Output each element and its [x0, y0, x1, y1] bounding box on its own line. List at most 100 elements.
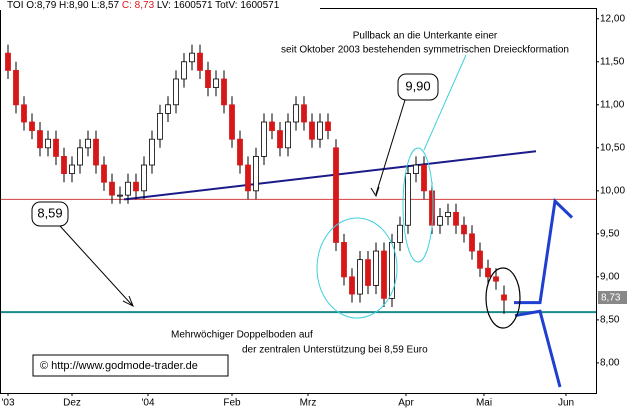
info-background	[0, 0, 320, 10]
candle-body	[461, 224, 467, 235]
annotation: Pullback an die Unterkante einer	[353, 31, 498, 42]
arrow-head	[122, 295, 134, 308]
candle-body	[253, 156, 259, 192]
candle-body	[125, 181, 131, 196]
candle-body	[485, 267, 491, 278]
double-bottom-ellipse	[316, 217, 398, 319]
candle-body	[237, 138, 243, 166]
candle-body	[69, 164, 75, 175]
candle-body	[165, 104, 171, 114]
info-volume: LV: 1600571 TotV: 1600571	[157, 0, 280, 11]
y-tick-label: 12,00	[600, 13, 625, 24]
candle-body	[477, 250, 483, 269]
copyright: © http://www.godmode-trader.de	[40, 360, 198, 372]
candle-body	[341, 242, 347, 278]
candle-body	[141, 164, 147, 192]
candle-body	[61, 156, 67, 175]
copyright-box	[32, 354, 229, 377]
candle-body	[333, 147, 339, 243]
candle-body	[189, 52, 195, 63]
candle-body	[213, 78, 219, 88]
y-tick-label: 9,50	[600, 228, 620, 239]
candle-body	[397, 224, 403, 243]
current-ellipse	[485, 267, 521, 329]
candle-body	[5, 52, 11, 71]
y-tick-label: 11,00	[600, 99, 625, 110]
candle-body	[429, 190, 435, 226]
x-tick-label: Mrz	[300, 398, 317, 409]
x-tick-label: '04	[141, 398, 154, 409]
candle-body	[149, 138, 155, 166]
pointer-line	[423, 54, 467, 151]
candle-body	[229, 104, 235, 140]
candle-body	[301, 104, 307, 123]
candle-body	[269, 121, 275, 132]
candle-body	[277, 130, 283, 149]
candle-body	[37, 130, 43, 149]
candle-body	[389, 242, 395, 299]
candle-body	[181, 61, 187, 80]
candle-body	[77, 147, 83, 166]
candle-body	[85, 138, 91, 149]
candle-body	[93, 138, 99, 166]
annotation: seit Oktober 2003 bestehenden symmetrisc…	[281, 45, 569, 56]
candle-body	[349, 276, 355, 295]
callout-box	[397, 73, 439, 101]
last-price: 8,73	[601, 293, 621, 304]
candle-body	[309, 121, 315, 140]
callout: 9,90	[405, 78, 430, 93]
x-tick-label: Feb	[223, 398, 241, 409]
annotation: Mehrwöchiger Doppelboden auf	[171, 330, 313, 341]
candle-body	[285, 121, 291, 149]
y-tick-label: 9,00	[600, 271, 620, 282]
callout-arrow	[375, 99, 406, 195]
candle-body	[133, 181, 139, 192]
info: TOI O:8,79 H:8,90 L:8,57 C: 8,73 LV: 160…	[7, 0, 280, 11]
callout-box	[31, 201, 69, 227]
candle-body	[381, 250, 387, 299]
candle-body	[445, 211, 451, 218]
candle-body	[13, 69, 19, 106]
y-tick-label: 8,00	[600, 358, 620, 369]
candle-body	[493, 276, 499, 282]
candle-body	[197, 52, 203, 71]
projection	[514, 198, 574, 305]
projection	[514, 309, 562, 388]
trendline	[123, 150, 537, 201]
candle-body	[469, 233, 475, 252]
candle-body	[261, 121, 267, 157]
candle-body	[101, 164, 107, 183]
candle-body	[421, 164, 427, 192]
candle-body	[109, 181, 115, 196]
candle-body	[437, 216, 443, 226]
candle-body	[373, 250, 379, 286]
candle-body	[317, 121, 323, 140]
candle-body	[53, 138, 59, 157]
candle-body	[405, 173, 411, 226]
candle-body	[365, 259, 371, 286]
candle-body	[357, 259, 363, 295]
y-tick-label: 11,50	[600, 56, 625, 67]
x-tick-label: '03	[1, 398, 14, 409]
arrow-head	[370, 186, 380, 198]
candle-body	[453, 211, 459, 226]
candle-body	[21, 104, 27, 123]
last-price-box	[598, 291, 627, 304]
y-tick-label: 10,00	[600, 185, 625, 196]
info-ohl: TOI O:8,79 H:8,90 L:8,57	[7, 0, 120, 11]
x-tick-label: Mai	[476, 398, 492, 409]
y-tick-label: 8,50	[600, 315, 620, 326]
candle-body	[173, 78, 179, 106]
candle-body	[117, 194, 123, 197]
candle-body	[501, 294, 507, 301]
candle-body	[325, 121, 331, 132]
candle-body	[205, 69, 211, 88]
candle-body	[45, 138, 51, 149]
x-tick-label: Dez	[63, 398, 81, 409]
info-close: C: 8,73	[122, 0, 155, 11]
candle-body	[29, 121, 35, 132]
candle-body	[413, 164, 419, 175]
candle-body	[245, 164, 251, 192]
